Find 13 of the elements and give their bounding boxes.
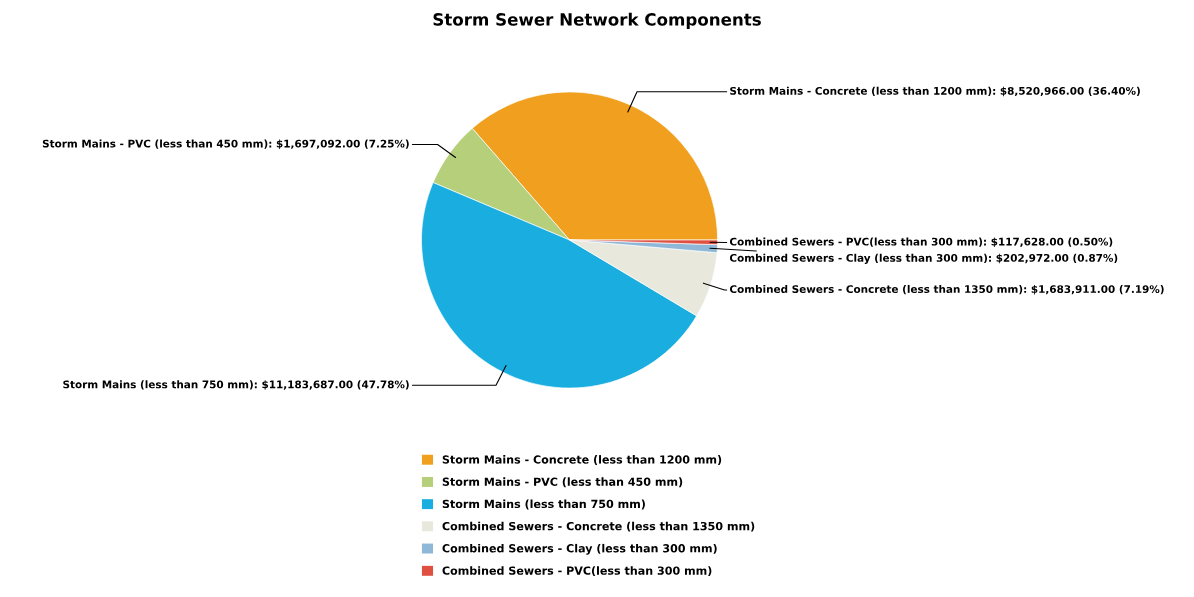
legend-label: Storm Mains (less than 750 mm) <box>442 499 645 510</box>
legend-label: Combined Sewers - Concrete (less than 1350 mm) <box>442 521 755 532</box>
legend-label: Combined Sewers - Clay (less than 300 mm) <box>442 543 717 555</box>
category-label: Combined Sewers - Clay (less than 300 mm): $202,972.00 (0.87%) <box>729 253 1118 264</box>
legend-label: Storm Mains - PVC (less than 450 mm) <box>442 477 683 488</box>
chart-title: Storm Sewer Network Components <box>433 12 761 29</box>
category-label: Combined Sewers - PVC(less than 300 mm): $117,628.00 (0.50%) <box>729 237 1113 247</box>
category-label: Combined Sewers - Concrete (less than 1350 mm): $1,683,911.00 (7.19%) <box>729 284 1164 295</box>
legend-label: Storm Mains - Concrete (less than 1200 mm) <box>442 455 722 466</box>
legend-label: Combined Sewers - PVC(less than 300 mm) <box>442 566 712 577</box>
category-label: Storm Mains - Concrete (less than 1200 mm): $8,520,966.00 (36.40%) <box>730 86 1140 97</box>
category-label: Storm Mains (less than 750 mm): $11,183,687.00 (47.78%) <box>63 380 409 390</box>
category-label: Storm Mains - PVC (less than 450 mm): $1,697,092.00 (7.25%) <box>42 139 409 149</box>
